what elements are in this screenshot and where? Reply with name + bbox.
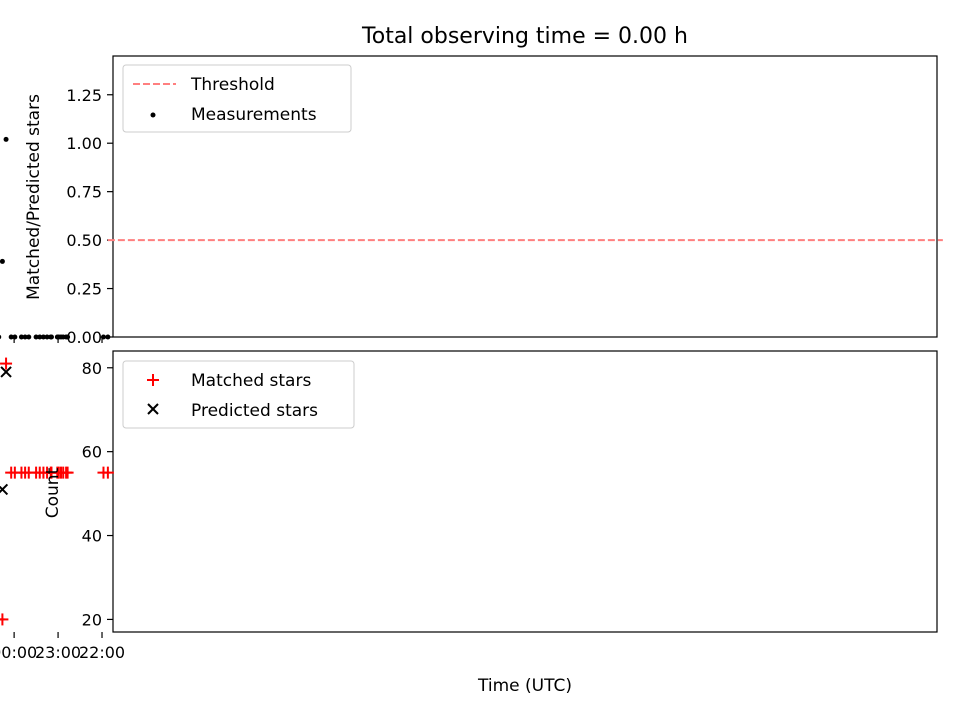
measurement-point xyxy=(54,334,60,340)
bottom-y-tick-label: 20 xyxy=(82,610,102,629)
bottom-x-tick-label: 23:00 xyxy=(35,643,81,662)
predicted-star-point-b xyxy=(0,366,12,378)
bottom-y-tick-label: 60 xyxy=(82,443,102,462)
top-y-tick-label: 1.25 xyxy=(66,86,102,105)
bottom-x-axis-label: Time (UTC) xyxy=(477,676,572,696)
top-legend: Threshold Measurements xyxy=(122,64,352,133)
bottom-axes-frame xyxy=(112,350,938,633)
top-y-tick-label: 0.75 xyxy=(66,183,102,202)
predicted-star-point-b xyxy=(0,483,9,494)
measurement-point xyxy=(48,334,54,340)
matched-legend-label: Matched stars xyxy=(191,371,311,391)
threshold-legend-label: Threshold xyxy=(190,75,275,95)
measurements-legend-swatch xyxy=(150,112,156,118)
measurements-legend-label: Measurements xyxy=(191,105,317,125)
bottom-x-tick-label: 00:00 xyxy=(0,643,37,662)
predicted-legend-label: Predicted stars xyxy=(191,401,318,421)
measurement-point xyxy=(44,334,50,340)
measurement-point xyxy=(26,334,32,340)
top-chart-title: Total observing time = 0.00 h xyxy=(361,24,688,49)
bottom-legend-frame xyxy=(122,360,355,429)
top-y-tick-label: 1.00 xyxy=(66,134,102,153)
measurement-point xyxy=(18,334,24,340)
top-y-tick-label: 0.25 xyxy=(66,280,102,299)
top-axes-frame xyxy=(112,55,938,338)
measurement-point xyxy=(3,136,9,142)
top-y-axis-label: Matched/Predicted stars xyxy=(24,94,44,300)
matched-star-point xyxy=(97,466,110,479)
bottom-y-tick-label: 40 xyxy=(82,527,102,546)
measurement-point xyxy=(8,334,14,340)
measurement-point xyxy=(22,334,28,340)
measurement-point xyxy=(0,334,2,340)
top-legend-frame xyxy=(122,64,352,133)
measurement-point xyxy=(12,334,18,340)
matched-star-point xyxy=(0,618,5,621)
top-panel: Total observing time = 0.00 h 0.000.250.… xyxy=(0,24,943,347)
bottom-y-tick-label: 80 xyxy=(82,359,102,378)
measurement-point xyxy=(100,334,106,340)
measurement-point xyxy=(37,334,43,340)
measurement-point xyxy=(40,334,46,340)
measurement-point xyxy=(0,258,5,264)
predicted-star-point xyxy=(0,483,9,496)
top-plot-area: 0.00 0.25 0.50 0.75 1.00 1.25 xyxy=(0,55,943,347)
predicted-legend-swatch xyxy=(147,403,159,415)
predicted-star-point xyxy=(0,366,12,378)
measurement-point xyxy=(33,334,39,340)
top-y-tick-label: 0.50 xyxy=(66,231,102,250)
bottom-legend: Matched stars Predicted stars xyxy=(122,360,355,429)
matched-star-point xyxy=(0,357,13,370)
measurement-point xyxy=(105,334,111,340)
bottom-x-tick-label: 22:00 xyxy=(79,643,125,662)
top-y-tick-label: 0.00 xyxy=(66,328,102,347)
bottom-y-axis-label: Count xyxy=(43,467,63,518)
matched-star-point xyxy=(5,466,18,479)
matched-legend-swatch xyxy=(147,374,159,386)
